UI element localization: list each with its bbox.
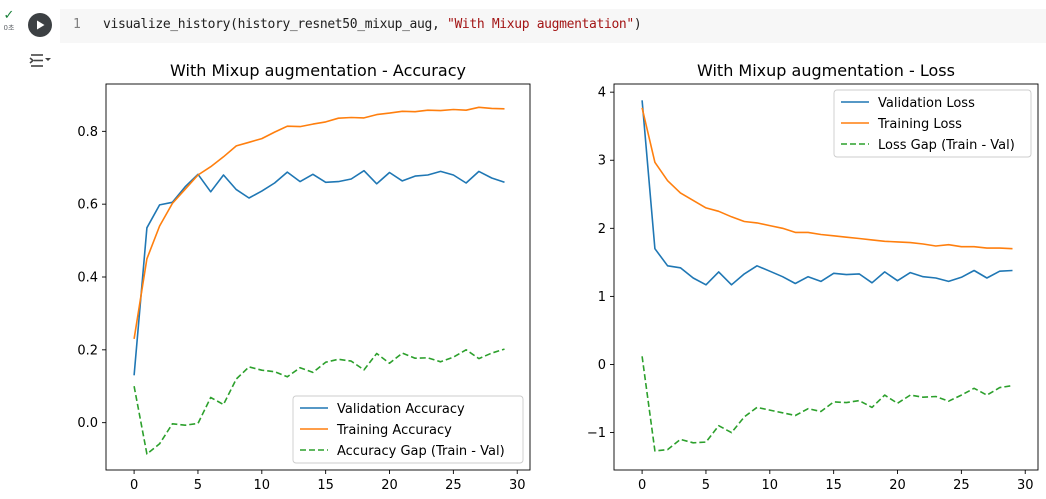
execution-status: ✓ 0초 bbox=[1, 8, 17, 33]
legend-label: Training Accuracy bbox=[336, 423, 452, 438]
series-line bbox=[641, 356, 1013, 452]
output-toggle-button[interactable] bbox=[29, 51, 51, 75]
y-tick-label: 0.8 bbox=[77, 125, 98, 140]
code-line: visualize_history(history_resnet50_mixup… bbox=[103, 17, 642, 32]
y-tick-label: 0.6 bbox=[77, 198, 98, 213]
series-line bbox=[133, 169, 505, 376]
run-cell-button[interactable] bbox=[28, 13, 52, 37]
chart-title: With Mixup augmentation - Loss bbox=[697, 61, 955, 80]
code-editor[interactable]: 1 visualize_history(history_resnet50_mix… bbox=[60, 9, 1046, 43]
code-function: visualize_history bbox=[103, 17, 231, 32]
series-line bbox=[641, 100, 1013, 286]
x-tick-label: 15 bbox=[317, 478, 334, 493]
y-tick-label: 3 bbox=[598, 154, 606, 169]
output-toggle-icon bbox=[29, 54, 51, 67]
chart-title: With Mixup augmentation - Accuracy bbox=[170, 61, 466, 80]
code-string: "With Mixup augmentation" bbox=[446, 17, 634, 32]
legend-label: Training Loss bbox=[877, 117, 962, 132]
legend-label: Accuracy Gap (Train - Val) bbox=[337, 444, 505, 459]
y-tick-label: 1 bbox=[598, 290, 606, 305]
y-tick-label: 0.4 bbox=[77, 271, 98, 286]
series-line bbox=[133, 106, 505, 340]
y-tick-label: 0.2 bbox=[77, 343, 98, 358]
code-cell: ✓ 0초 1 visualize_history(history_resnet5… bbox=[0, 0, 1046, 46]
legend-box bbox=[833, 89, 1032, 158]
x-tick-label: 25 bbox=[953, 478, 970, 493]
execution-time: 0초 bbox=[3, 24, 15, 32]
x-tick-label: 30 bbox=[509, 478, 526, 493]
x-tick-label: 0 bbox=[638, 478, 646, 493]
y-tick-label: 2 bbox=[598, 222, 606, 237]
series-line bbox=[133, 348, 505, 455]
x-tick-label: 15 bbox=[825, 478, 842, 493]
legend-label: Loss Gap (Train - Val) bbox=[878, 138, 1015, 153]
line-number: 1 bbox=[73, 17, 81, 32]
x-tick-label: 25 bbox=[445, 478, 462, 493]
axes-frame bbox=[613, 83, 1039, 471]
x-tick-label: 10 bbox=[762, 478, 779, 493]
axes-frame bbox=[105, 83, 531, 471]
legend-label: Validation Loss bbox=[878, 96, 975, 111]
x-tick-label: 5 bbox=[194, 478, 202, 493]
x-tick-label: 5 bbox=[702, 478, 710, 493]
accuracy-chart: With Mixup augmentation - Accuracy 0 5 10 15… bbox=[77, 61, 531, 493]
y-tick-label: 0 bbox=[598, 358, 606, 373]
x-tick-label: 20 bbox=[381, 478, 398, 493]
check-icon: ✓ bbox=[3, 8, 15, 23]
legend-label: Validation Accuracy bbox=[337, 402, 465, 417]
x-tick-label: 20 bbox=[889, 478, 906, 493]
y-tick-label: 0.0 bbox=[77, 416, 98, 431]
legend-box bbox=[292, 395, 524, 464]
series-line bbox=[641, 107, 1013, 250]
x-tick-label: 30 bbox=[1017, 478, 1034, 493]
play-icon bbox=[37, 20, 45, 30]
x-tick-label: 0 bbox=[130, 478, 138, 493]
x-tick-label: 10 bbox=[254, 478, 271, 493]
code-argument: history_resnet50_mixup_aug bbox=[237, 17, 433, 32]
y-tick-label: 4 bbox=[598, 86, 606, 101]
y-tick-label: −1 bbox=[587, 426, 606, 441]
